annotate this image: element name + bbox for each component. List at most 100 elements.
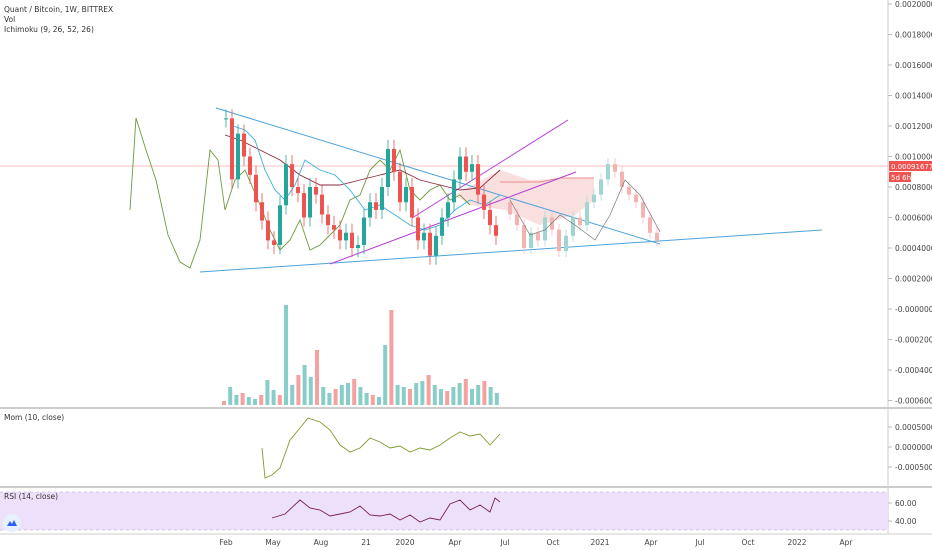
candle-body xyxy=(392,148,396,172)
volume-bar xyxy=(302,365,307,405)
volume-bar xyxy=(296,375,301,405)
current-price-label: 0.00091677 xyxy=(891,163,932,171)
candle-body xyxy=(272,240,276,245)
volume-bar xyxy=(494,393,499,405)
candle-body xyxy=(440,217,444,236)
ghost-candle-body xyxy=(585,202,589,226)
ghost-candle-body xyxy=(557,229,561,252)
rsi-tick-label: 40.00 xyxy=(895,517,917,526)
volume-bar xyxy=(352,379,357,405)
price-tick-label: -0.00020000 xyxy=(895,336,932,345)
volume-bar xyxy=(370,395,375,405)
candle-body xyxy=(302,193,306,218)
ghost-candle-body xyxy=(648,217,652,233)
candle-body xyxy=(482,194,486,210)
volume-bar xyxy=(284,305,288,405)
candle-body xyxy=(350,232,354,248)
candle-body xyxy=(326,214,330,226)
time-axis-label: 21 xyxy=(361,538,371,547)
time-axis-label: Apr xyxy=(449,538,463,547)
channel-upper xyxy=(411,119,569,219)
volume-bar xyxy=(308,377,313,405)
momentum-legend[interactable]: Mom (10, close) xyxy=(4,413,65,422)
candle-body xyxy=(410,187,414,218)
volume-bar xyxy=(346,383,350,405)
candle-body xyxy=(380,187,384,210)
volume-bar xyxy=(271,390,276,405)
candle-body xyxy=(464,156,468,172)
candle-body xyxy=(278,205,282,245)
volume-bar xyxy=(333,389,338,405)
volume-bar xyxy=(253,399,257,405)
time-axis-label: 2022 xyxy=(787,538,806,547)
volume-bar xyxy=(222,401,226,405)
tradingview-logo-icon[interactable] xyxy=(3,514,21,532)
price-tick-label: -0.00040000 xyxy=(895,366,932,375)
price-tick-label: 0.00200000 xyxy=(895,0,932,9)
volume-bar xyxy=(246,397,251,405)
candle-body xyxy=(476,164,480,195)
volume-bar xyxy=(451,387,456,405)
volume-bar xyxy=(259,395,264,405)
volume-bar xyxy=(408,389,412,405)
candle-body xyxy=(284,164,288,206)
volume-bar xyxy=(439,389,443,405)
candle-body xyxy=(236,133,240,180)
ghost-candle-body xyxy=(620,171,624,187)
volume-bar xyxy=(234,395,239,405)
current-price-badge xyxy=(889,161,932,171)
rsi-tick-label: 60.00 xyxy=(895,499,917,508)
candle-body xyxy=(386,148,390,187)
time-axis-label: Jul xyxy=(694,538,704,547)
ghost-candle-body xyxy=(529,232,533,248)
ghost-candle-body xyxy=(627,187,631,195)
volume-bar xyxy=(463,379,468,405)
candle-body xyxy=(332,225,336,230)
price-tick-label: 0.00180000 xyxy=(895,31,932,40)
ichimoku-cloud xyxy=(455,170,594,225)
volume-bar xyxy=(327,393,332,405)
volume-legend[interactable]: Vol xyxy=(4,15,16,24)
volume-bar xyxy=(315,350,319,405)
volume-bar xyxy=(228,387,233,405)
volume-bar xyxy=(414,383,419,405)
candle-body xyxy=(404,187,408,203)
price-tick-label: 0.00020000 xyxy=(895,275,932,284)
rsi-line xyxy=(271,497,501,523)
ghost-candle-body xyxy=(536,232,540,241)
candle-body xyxy=(416,217,420,241)
volume-bar xyxy=(432,385,437,405)
momentum-tick-label: 0.00000000 xyxy=(895,443,932,452)
ghost-candle-body xyxy=(599,179,603,195)
ghost-candle-body xyxy=(564,235,568,252)
volume-bar xyxy=(277,395,282,405)
candle-body xyxy=(452,179,456,203)
volume-bar xyxy=(389,310,394,405)
time-axis-label: Jul xyxy=(499,538,509,547)
projection-path xyxy=(509,179,661,241)
candle-body xyxy=(230,118,234,180)
price-tick-label: 0.00080000 xyxy=(895,183,932,192)
candle-body xyxy=(470,164,474,172)
rsi-legend[interactable]: RSI (14, close) xyxy=(4,492,59,501)
price-tick-label: -0.00060000 xyxy=(895,397,932,406)
candle-body xyxy=(422,232,426,241)
volume-bar xyxy=(445,391,450,405)
time-axis-label: 2020 xyxy=(395,538,414,547)
candle-body xyxy=(338,229,342,241)
ghost-candle-body xyxy=(634,194,638,203)
price-tick-label: 0.00120000 xyxy=(895,122,932,131)
volume-bar xyxy=(457,383,462,405)
channel-lower xyxy=(329,171,577,265)
volume-bar xyxy=(482,381,487,405)
candle-body xyxy=(458,156,462,180)
ghost-candle-body xyxy=(606,164,610,180)
volume-bar xyxy=(426,375,431,405)
ichimoku-legend[interactable]: Ichimoku (9, 26, 52, 26) xyxy=(4,25,94,34)
ghost-candle-body xyxy=(641,202,645,218)
candle-body xyxy=(224,118,228,120)
candle-body xyxy=(290,164,294,187)
candle-body xyxy=(266,220,270,241)
ghost-candle-body xyxy=(571,217,575,236)
